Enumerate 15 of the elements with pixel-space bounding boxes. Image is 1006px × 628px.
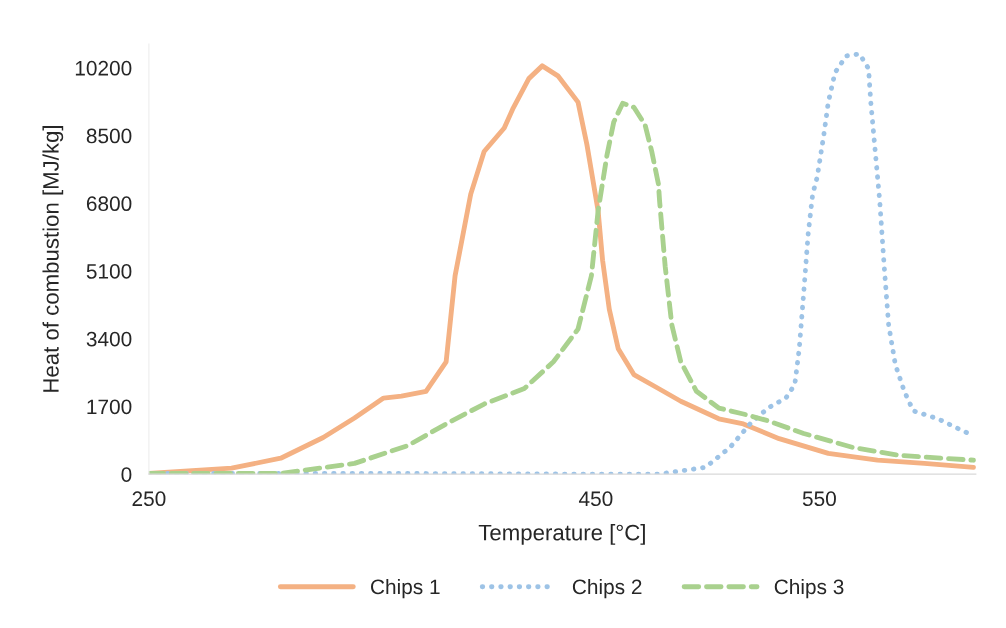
y-tick-label: 0 — [121, 467, 132, 482]
x-tick-label: 250 — [132, 491, 166, 507]
legend-label: Chips 3 — [774, 578, 844, 599]
legend-label: Chips 1 — [371, 578, 440, 599]
y-tick-label: 6800 — [86, 196, 132, 212]
x-axis-title: Temperature [°C] — [478, 524, 645, 545]
legend-label: Chips 2 — [572, 578, 642, 599]
y-tick-label: 10200 — [75, 60, 132, 76]
y-tick-label: 8500 — [86, 128, 132, 144]
y-axis-title: Heat of combustion [MJ/kg] — [42, 126, 64, 392]
x-tick-label: 450 — [578, 491, 613, 507]
y-tick-label: 3400 — [86, 331, 132, 347]
x-tick-label: 550 — [802, 491, 836, 507]
y-tick-label: 1700 — [87, 399, 132, 415]
y-tick-label: 5100 — [86, 264, 132, 279]
